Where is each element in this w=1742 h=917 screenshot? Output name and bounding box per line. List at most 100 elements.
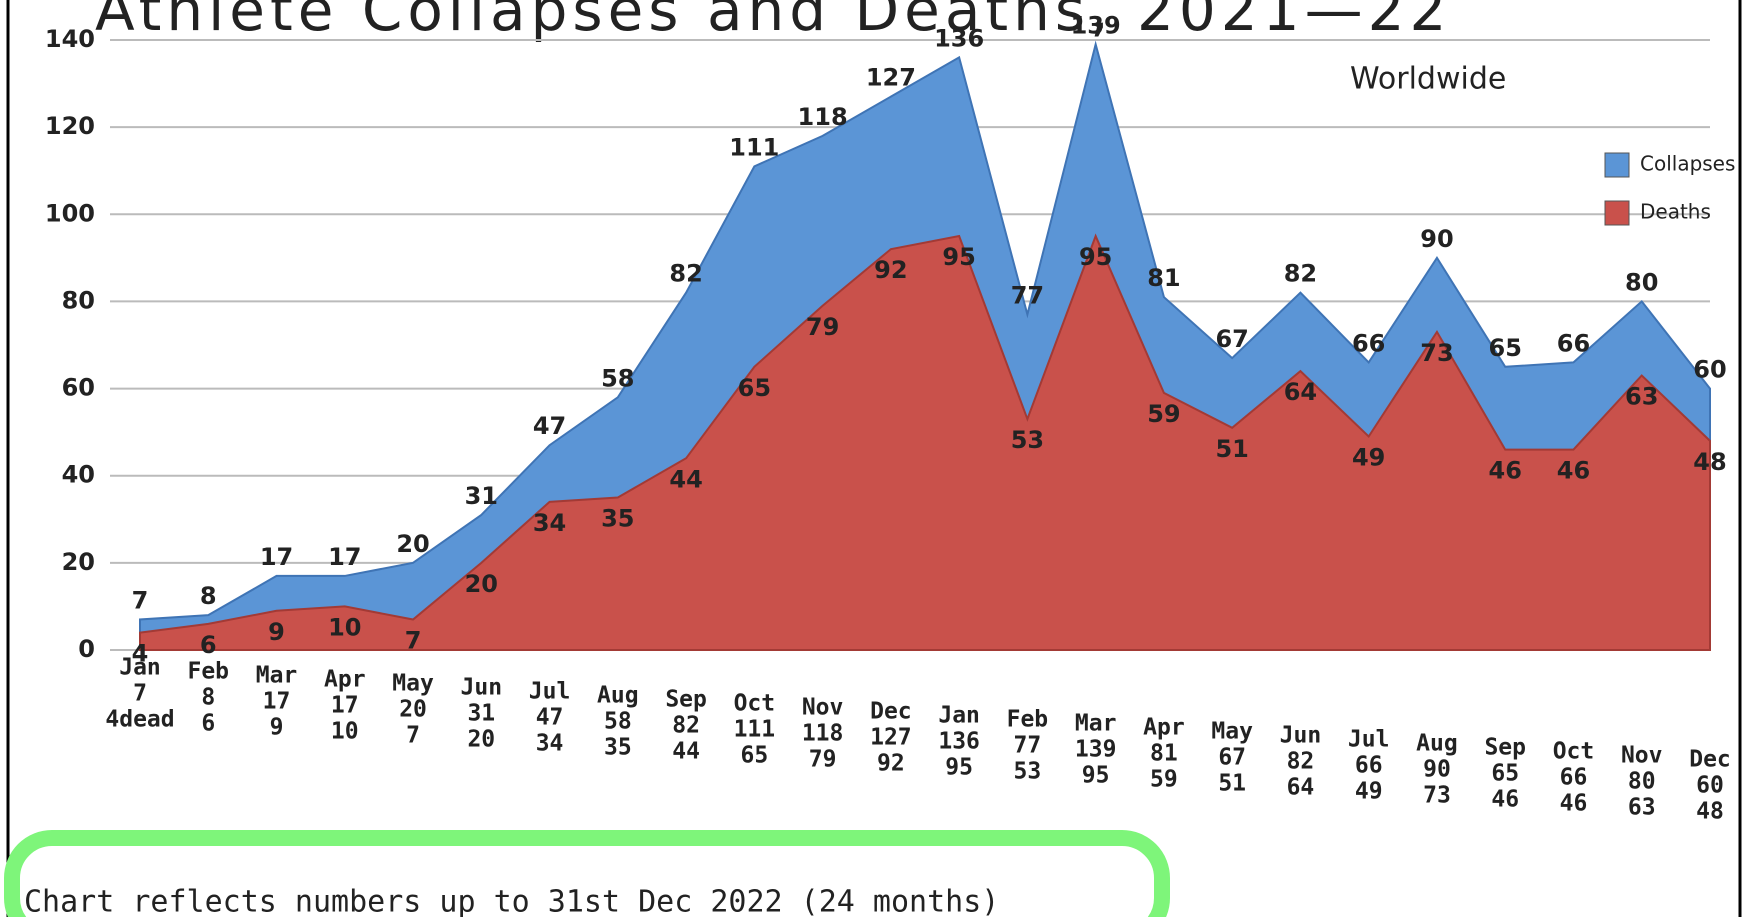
highlight [4, 830, 1170, 917]
data-label: 92 [874, 256, 907, 284]
x-collapse-label: 66 [1560, 765, 1588, 791]
data-label: 90 [1420, 225, 1453, 253]
x-tick-label: Sep [665, 687, 707, 713]
data-label: 127 [866, 64, 916, 92]
x-death-label: 10 [331, 719, 359, 745]
x-death-label: 49 [1355, 779, 1383, 805]
x-collapse-label: 80 [1628, 769, 1656, 795]
data-label: 95 [942, 243, 975, 271]
data-label: 65 [738, 374, 771, 402]
data-label: 7 [405, 627, 422, 655]
x-tick-label: Mar [256, 663, 298, 689]
data-label: 17 [328, 543, 361, 571]
x-death-label: 79 [809, 747, 837, 773]
data-label: 6 [200, 631, 217, 659]
x-tick-label: Mar [1075, 711, 1117, 737]
data-label: 44 [669, 465, 702, 493]
x-death-label: 73 [1423, 783, 1451, 809]
x-tick-label: Jul [529, 679, 571, 705]
data-label: 49 [1352, 444, 1385, 472]
x-tick-label: Jun [461, 675, 503, 701]
x-collapse-label: 65 [1491, 761, 1519, 787]
data-label: 139 [1071, 11, 1121, 39]
data-label: 59 [1147, 400, 1180, 428]
x-collapse-label: 136 [938, 729, 980, 755]
x-death-label: 48 [1696, 799, 1724, 825]
x-tick-label: Apr [324, 667, 366, 693]
data-label: 4 [132, 640, 149, 668]
data-label: 66 [1352, 329, 1385, 357]
data-label: 51 [1215, 435, 1248, 463]
x-collapse-label: 31 [467, 701, 495, 727]
y-tick-label: 140 [45, 25, 95, 53]
x-death-label: 35 [604, 735, 632, 761]
x-tick-label: Nov [1621, 743, 1663, 769]
x-tick-label: Dec [870, 699, 912, 725]
data-label: 79 [806, 313, 839, 341]
note: Chart reflects numbers up to 31st Dec 20… [24, 885, 999, 917]
data-label: 60 [1693, 356, 1726, 384]
x-collapse-label: 81 [1150, 741, 1178, 767]
legend-swatch [1604, 200, 1630, 226]
data-label: 31 [465, 482, 498, 510]
x-tick-label: Dec [1689, 747, 1731, 773]
x-tick-label: Aug [597, 683, 639, 709]
x-tick-label: Aug [1416, 731, 1458, 757]
x-death-label: 65 [740, 743, 768, 769]
x-death-label: 95 [945, 755, 973, 781]
x-tick-label: Feb [1007, 707, 1049, 733]
data-label: 53 [1011, 426, 1044, 454]
x-collapse-label: 66 [1355, 753, 1383, 779]
x-death-label: 46 [1491, 787, 1519, 813]
x-collapse-label: 60 [1696, 773, 1724, 799]
x-collapse-label: 17 [331, 693, 359, 719]
x-tick-label: Oct [734, 691, 776, 717]
x-collapse-label: 67 [1218, 745, 1246, 771]
x-tick-label: May [392, 671, 434, 697]
data-label: 82 [1284, 260, 1317, 288]
data-label: 80 [1625, 268, 1658, 296]
y-tick-label: 0 [78, 635, 95, 663]
data-label: 58 [601, 364, 634, 392]
data-label: 8 [200, 582, 217, 610]
chart-title: Athlete Collapses and Deaths, 2021—22 [95, 0, 1451, 44]
x-death-label: 9 [270, 715, 284, 741]
x-tick-label: Jun [1280, 723, 1322, 749]
x-death-label: 34 [536, 731, 564, 757]
x-death-label: 7 [406, 723, 420, 749]
x-tick-label: Jul [1348, 727, 1390, 753]
data-label: 81 [1147, 264, 1180, 292]
y-tick-label: 20 [62, 548, 95, 576]
x-collapse-label: 82 [672, 713, 700, 739]
legend-label: Collapses [1640, 152, 1735, 176]
x-death-label: 63 [1628, 795, 1656, 821]
x-collapse-label: 47 [536, 705, 564, 731]
x-death-label: 46 [1560, 791, 1588, 817]
x-tick-label: Oct [1553, 739, 1595, 765]
data-label: 9 [268, 618, 285, 646]
y-tick-label: 60 [62, 374, 95, 402]
x-death-label: 4dead [105, 707, 174, 733]
data-label: 65 [1489, 334, 1522, 362]
x-death-label: 59 [1150, 767, 1178, 793]
data-label: 95 [1079, 243, 1112, 271]
x-tick-label: Nov [802, 695, 844, 721]
x-tick-label: Jan [119, 655, 161, 681]
x-death-label: 44 [672, 739, 700, 765]
x-tick-label: Jan [938, 703, 980, 729]
data-label: 111 [729, 133, 779, 161]
legend-swatch [1604, 152, 1630, 178]
x-collapse-label: 8 [201, 685, 215, 711]
x-collapse-label: 20 [399, 697, 427, 723]
data-label: 66 [1557, 329, 1590, 357]
x-death-label: 53 [1014, 759, 1042, 785]
data-label: 47 [533, 412, 566, 440]
x-death-label: 64 [1287, 775, 1315, 801]
x-collapse-label: 7 [133, 681, 147, 707]
data-label: 67 [1215, 325, 1248, 353]
data-label: 136 [934, 24, 984, 52]
data-label: 20 [396, 530, 429, 558]
data-label: 77 [1011, 282, 1044, 310]
data-label: 20 [465, 570, 498, 598]
x-collapse-label: 58 [604, 709, 632, 735]
